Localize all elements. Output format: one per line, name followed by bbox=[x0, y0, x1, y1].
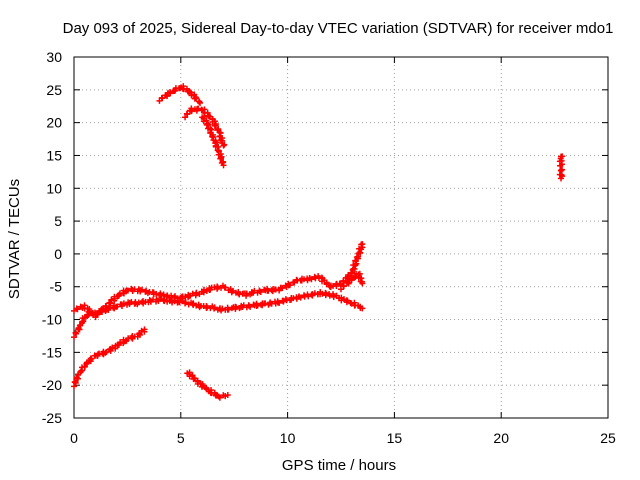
data-point bbox=[247, 303, 254, 310]
data-point bbox=[103, 303, 110, 310]
x-tick-label: 15 bbox=[387, 430, 403, 446]
data-point bbox=[219, 305, 226, 312]
y-tick-label: 15 bbox=[46, 147, 62, 163]
data-point bbox=[323, 280, 330, 287]
data-point bbox=[103, 349, 110, 356]
data-point bbox=[193, 289, 200, 296]
y-tick-label: -10 bbox=[42, 312, 62, 328]
data-point bbox=[182, 299, 189, 306]
data-point bbox=[225, 306, 232, 313]
x-tick-label: 10 bbox=[280, 430, 296, 446]
x-tick-label: 0 bbox=[70, 430, 78, 446]
y-tick-label: 20 bbox=[46, 115, 62, 131]
data-point bbox=[74, 306, 81, 313]
y-tick-label: 25 bbox=[46, 82, 62, 98]
data-point bbox=[308, 276, 315, 283]
data-point bbox=[193, 95, 200, 102]
data-point bbox=[209, 133, 216, 140]
data-point bbox=[257, 289, 264, 296]
data-point bbox=[72, 329, 79, 336]
data-point bbox=[216, 394, 223, 401]
data-point bbox=[188, 107, 195, 114]
data-point bbox=[217, 155, 224, 162]
data-point bbox=[300, 276, 307, 283]
data-point bbox=[182, 114, 189, 121]
y-tick-label: -5 bbox=[50, 279, 63, 295]
data-point bbox=[222, 284, 229, 291]
data-point bbox=[171, 88, 178, 95]
data-point bbox=[217, 137, 224, 144]
data-point bbox=[311, 290, 318, 297]
data-point bbox=[359, 241, 366, 248]
data-point bbox=[195, 105, 202, 112]
data-point bbox=[204, 304, 211, 311]
data-point bbox=[120, 300, 127, 307]
data-point bbox=[160, 291, 167, 298]
chart-title: Day 093 of 2025, Sidereal Day-to-day VTE… bbox=[63, 20, 614, 37]
x-tick-label: 5 bbox=[177, 430, 185, 446]
data-point bbox=[558, 175, 565, 182]
data-point bbox=[88, 355, 95, 362]
data-point bbox=[85, 308, 92, 315]
y-tick-label: -20 bbox=[42, 377, 62, 393]
data-point bbox=[186, 373, 193, 380]
plot-area-frame bbox=[73, 56, 609, 419]
x-tick-label: 20 bbox=[493, 430, 509, 446]
data-point bbox=[108, 296, 115, 303]
x-axis-label: GPS time / hours bbox=[282, 457, 396, 474]
axis-ticks: 0 5 10 15 20 25 30 25 20 15 10 5 0 -5 -10 -15 -20 -25 bbox=[42, 49, 616, 446]
y-tick-label: 30 bbox=[46, 49, 62, 65]
data-point bbox=[282, 296, 289, 303]
data-point bbox=[359, 305, 366, 312]
data-point bbox=[340, 283, 347, 290]
data-point bbox=[356, 270, 363, 277]
data-point bbox=[212, 122, 219, 129]
data-point bbox=[353, 254, 360, 261]
data-point bbox=[213, 139, 220, 146]
y-tick-label: 5 bbox=[54, 213, 62, 229]
y-tick-label: 10 bbox=[46, 180, 62, 196]
data-point bbox=[102, 349, 109, 356]
data-point bbox=[359, 280, 366, 287]
data-point bbox=[220, 162, 227, 169]
data-point bbox=[198, 383, 205, 390]
data-point bbox=[188, 92, 195, 99]
data-point bbox=[159, 95, 166, 102]
data-point bbox=[139, 286, 146, 293]
y-tick-label: -15 bbox=[42, 344, 62, 360]
data-points bbox=[71, 83, 566, 401]
data-point bbox=[348, 300, 355, 307]
data-point bbox=[250, 301, 257, 308]
data-point bbox=[297, 294, 304, 301]
data-point bbox=[348, 270, 355, 277]
data-point bbox=[84, 313, 91, 320]
data-point bbox=[141, 326, 148, 333]
y-axis-label: SDTVAR / TECUs bbox=[6, 179, 23, 299]
data-point bbox=[340, 296, 347, 303]
data-point bbox=[272, 286, 279, 293]
data-point bbox=[211, 304, 218, 311]
data-point bbox=[224, 392, 231, 399]
data-point bbox=[71, 334, 77, 341]
y-tick-label: -25 bbox=[42, 410, 62, 426]
data-point bbox=[220, 142, 227, 149]
data-point bbox=[344, 297, 351, 304]
data-point bbox=[184, 110, 191, 117]
data-point bbox=[305, 293, 312, 300]
data-point bbox=[197, 99, 204, 106]
chart-grid bbox=[74, 57, 608, 418]
data-point bbox=[276, 299, 283, 306]
data-point bbox=[71, 378, 78, 385]
data-point bbox=[286, 282, 293, 289]
data-point bbox=[217, 130, 224, 137]
y-tick-label: 0 bbox=[54, 246, 62, 262]
data-point bbox=[109, 344, 116, 351]
x-tick-label: 25 bbox=[600, 430, 616, 446]
data-point bbox=[279, 285, 286, 292]
data-point bbox=[215, 393, 222, 400]
